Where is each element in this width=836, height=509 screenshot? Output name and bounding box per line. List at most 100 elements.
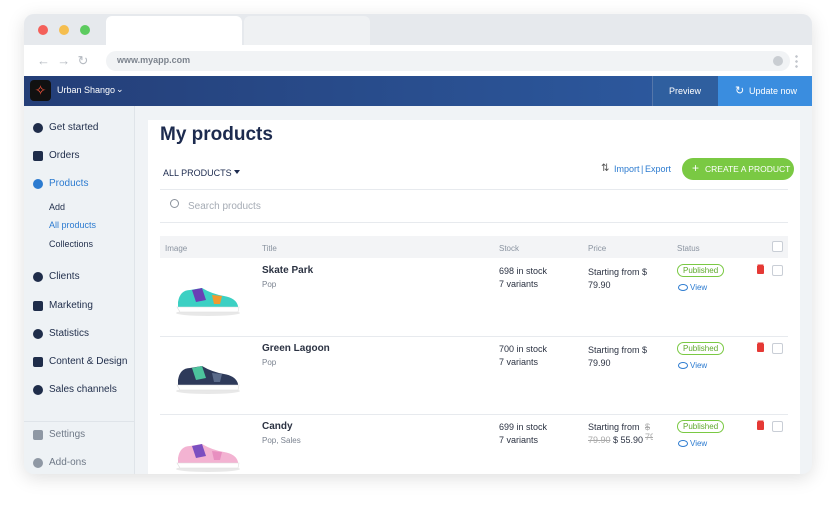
price: Starting from $ 79.90 <box>588 267 648 290</box>
store-name[interactable]: Urban Shango <box>57 85 116 95</box>
sidebar-item[interactable]: Marketing <box>49 300 93 311</box>
sidebar-item[interactable]: Orders <box>49 150 80 161</box>
divider <box>160 222 788 223</box>
shoe <box>176 444 240 472</box>
product-title[interactable]: Candy <box>262 421 293 432</box>
browser-window: ← → ↻ www.myapp.com ✧ Urban Shango ⌄ Preview ↻… <box>24 14 812 474</box>
shoe <box>176 366 240 394</box>
row-checkbox[interactable] <box>772 265 783 276</box>
sidebar-item[interactable]: Add-ons <box>49 457 87 468</box>
product-image <box>172 278 242 318</box>
sidebar-icon <box>33 458 43 468</box>
sidebar-icon <box>33 151 43 161</box>
delete-button[interactable] <box>757 422 764 430</box>
address-bar <box>106 51 790 71</box>
column-header: Image <box>165 244 188 253</box>
search-input[interactable]: Search products <box>188 201 261 212</box>
row-checkbox[interactable] <box>772 343 783 354</box>
preview-button[interactable]: Preview <box>669 86 702 96</box>
url: www.myapp.com <box>117 55 191 65</box>
sort-icon: ⇅ <box>601 163 610 174</box>
variants: 7 variants <box>499 279 539 289</box>
sidebar-icon <box>33 430 43 440</box>
sidebar-item[interactable]: Get started <box>49 122 99 133</box>
sidebar <box>24 106 135 474</box>
window-button[interactable] <box>38 25 48 35</box>
row-checkbox[interactable] <box>772 421 783 432</box>
update-icon: ↻ <box>735 85 745 97</box>
tab[interactable] <box>244 16 370 45</box>
product-image <box>172 356 242 396</box>
sidebar-item[interactable]: Statistics <box>49 328 90 339</box>
product-title[interactable]: Green Lagoon <box>262 343 330 354</box>
menu <box>795 54 798 68</box>
tab[interactable] <box>106 16 242 45</box>
product-title[interactable]: Skate Park <box>262 265 314 276</box>
import-link[interactable]: Import <box>614 164 640 174</box>
old-price: $ 79.90 <box>645 422 653 442</box>
product-image <box>172 434 242 474</box>
column-header: Title <box>262 244 277 253</box>
stock: 698 in stock <box>499 266 548 276</box>
sidebar-item[interactable]: Clients <box>49 271 80 282</box>
view-icon <box>678 440 688 447</box>
column-header: Price <box>588 244 607 253</box>
sidebar-item[interactable]: Products <box>49 178 89 189</box>
sidebar-icon <box>33 179 43 189</box>
column-header: Status <box>677 244 700 253</box>
product-category: Pop <box>262 358 277 367</box>
delete-button[interactable] <box>757 344 764 352</box>
view-link[interactable]: View <box>690 283 708 292</box>
logo: ✧ <box>30 80 51 101</box>
status-badge: Published <box>677 264 725 277</box>
select-all[interactable] <box>772 241 783 252</box>
old-price: 79.90 <box>588 435 611 445</box>
search-icon <box>170 199 179 208</box>
view-icon <box>678 362 688 369</box>
price-label: Starting from <box>588 422 640 432</box>
create-plus: + <box>692 161 700 175</box>
product-category: Pop <box>262 280 277 289</box>
window-button[interactable] <box>80 25 90 35</box>
divider <box>160 189 788 190</box>
variants: 7 variants <box>499 357 539 367</box>
variants: 7 variants <box>499 435 539 445</box>
sidebar-item[interactable]: All products <box>49 220 97 230</box>
view-link[interactable]: View <box>690 439 708 448</box>
create-button[interactable]: + CREATE A PRODUCT <box>682 158 794 180</box>
status-badge: Published <box>677 420 725 433</box>
sidebar-icon <box>33 385 43 395</box>
sidebar-item[interactable]: Content & Design <box>49 356 128 367</box>
sidebar-icon <box>33 357 43 367</box>
sidebar-item[interactable]: Collections <box>49 239 94 249</box>
sidebar-icon <box>33 301 43 311</box>
separator: | <box>641 164 644 174</box>
shoe <box>176 288 240 316</box>
sidebar-item[interactable]: Sales channels <box>49 384 117 395</box>
sidebar-divider <box>24 421 134 422</box>
sidebar-icon <box>33 123 43 133</box>
price: Starting from $ 79.90 <box>588 345 648 368</box>
export-link[interactable]: Export <box>645 164 672 174</box>
delete-button[interactable] <box>757 266 764 274</box>
filter-caret <box>234 170 240 174</box>
view-icon <box>678 284 688 291</box>
nav-buttons: ← → ↻ <box>37 53 89 68</box>
sale-price: $ 55.90 <box>613 435 644 445</box>
sidebar-item[interactable]: Settings <box>49 429 86 440</box>
status-badge: Published <box>677 342 725 355</box>
update-area <box>718 76 812 106</box>
stock: 700 in stock <box>499 344 548 354</box>
sidebar-icon <box>33 272 43 282</box>
row-divider <box>160 414 788 415</box>
update-button[interactable]: Update now <box>749 86 798 96</box>
row-divider <box>160 336 788 337</box>
page-title: My products <box>160 124 273 145</box>
window-button[interactable] <box>59 25 69 35</box>
product-category: Pop, Sales <box>262 436 301 445</box>
view-link[interactable]: View <box>690 361 708 370</box>
filter[interactable]: ALL PRODUCTS <box>163 168 232 178</box>
sidebar-item[interactable]: Add <box>49 202 66 212</box>
create-label: CREATE A PRODUCT <box>705 164 791 174</box>
stock: 699 in stock <box>499 422 548 432</box>
